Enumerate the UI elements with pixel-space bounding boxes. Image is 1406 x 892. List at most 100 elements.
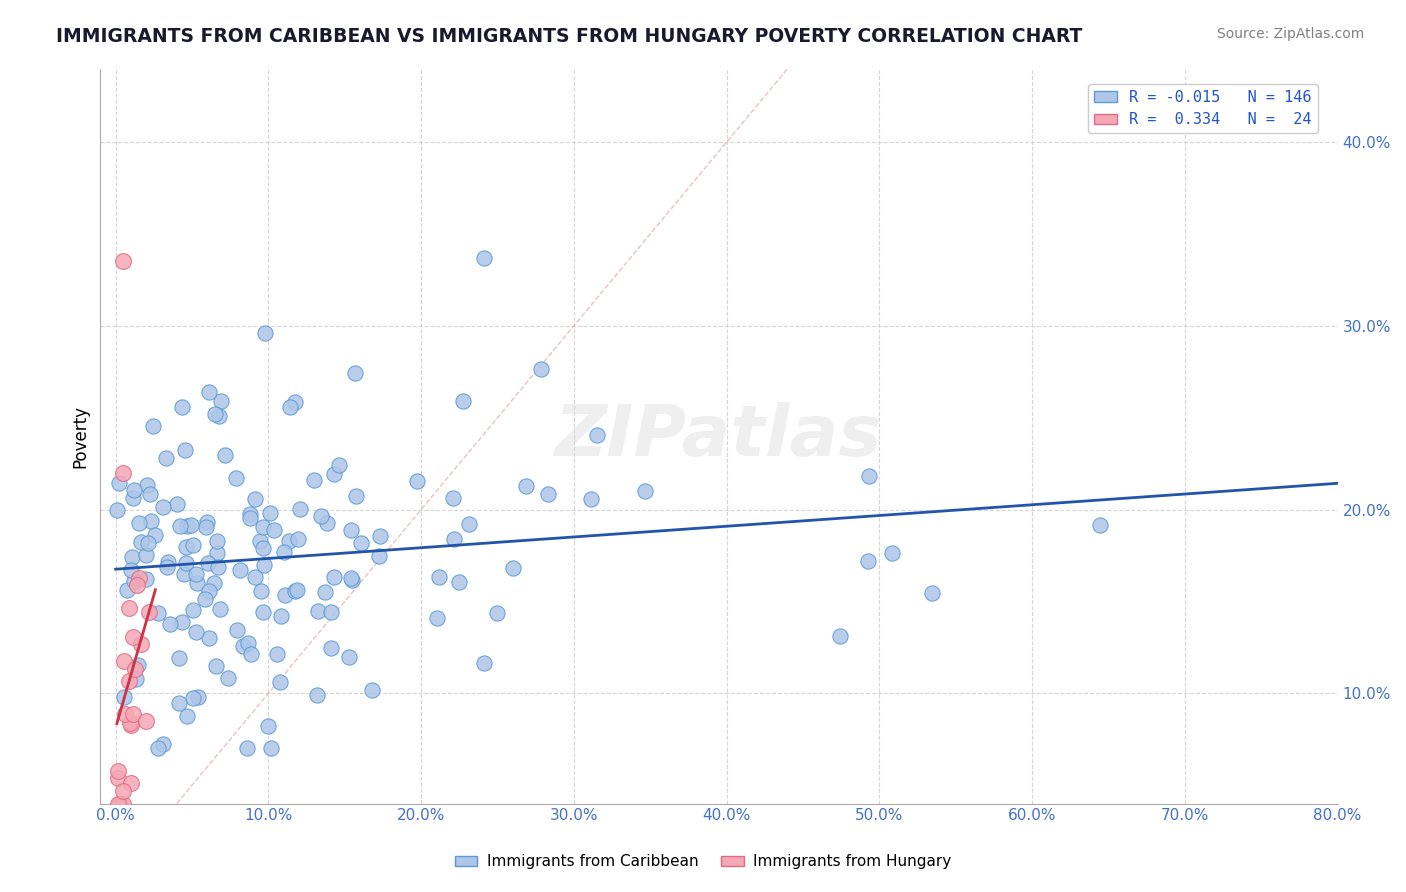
Point	[225, 623, 247, 637]
Point	[474, 656, 496, 670]
Point	[257, 719, 280, 733]
Point	[105, 503, 128, 517]
Point	[107, 797, 129, 811]
Point	[112, 466, 135, 480]
Point	[235, 741, 257, 756]
Point	[486, 606, 509, 620]
Point	[155, 450, 177, 465]
Point	[214, 448, 236, 462]
Point	[239, 511, 262, 525]
Point	[537, 487, 560, 501]
Point	[197, 384, 219, 399]
Point	[269, 675, 291, 690]
Legend: Immigrants from Caribbean, Immigrants from Hungary: Immigrants from Caribbean, Immigrants fr…	[449, 848, 957, 875]
Point	[142, 419, 165, 434]
Point	[337, 649, 360, 664]
Point	[198, 584, 221, 599]
Point	[120, 717, 142, 731]
Point	[112, 783, 135, 797]
Point	[443, 532, 465, 546]
Point	[181, 538, 204, 552]
Point	[166, 497, 188, 511]
Point	[112, 654, 135, 668]
Point	[921, 586, 943, 600]
Point	[205, 659, 228, 673]
Point	[169, 519, 191, 533]
Point	[260, 741, 283, 756]
Point	[858, 468, 880, 483]
Point	[259, 506, 281, 520]
Point	[449, 574, 471, 589]
Text: ZIPatlas: ZIPatlas	[555, 401, 883, 471]
Point	[172, 615, 194, 630]
Point	[115, 582, 138, 597]
Point	[284, 584, 307, 599]
Point	[122, 574, 145, 589]
Point	[579, 492, 602, 507]
Point	[174, 540, 197, 554]
Point	[339, 524, 361, 538]
Point	[118, 601, 141, 615]
Point	[472, 251, 495, 265]
Point	[122, 630, 145, 644]
Point	[148, 741, 170, 756]
Point	[120, 563, 142, 577]
Point	[406, 475, 429, 489]
Point	[451, 393, 474, 408]
Point	[311, 509, 333, 524]
Point	[146, 607, 169, 621]
Y-axis label: Poverty: Poverty	[72, 405, 89, 467]
Point	[243, 491, 266, 506]
Point	[135, 714, 157, 728]
Point	[121, 776, 143, 790]
Point	[322, 570, 344, 584]
Point	[350, 536, 373, 550]
Point	[139, 487, 162, 501]
Point	[208, 601, 231, 615]
Point	[186, 575, 208, 590]
Point	[207, 534, 229, 549]
Point	[121, 550, 143, 565]
Point	[181, 691, 204, 706]
Point	[285, 582, 308, 597]
Point	[502, 561, 524, 575]
Point	[122, 483, 145, 497]
Point	[186, 624, 208, 639]
Point	[278, 400, 301, 414]
Point	[117, 673, 139, 688]
Point	[328, 458, 350, 473]
Point	[209, 394, 232, 409]
Point	[128, 516, 150, 531]
Point	[195, 515, 218, 529]
Point	[828, 629, 851, 643]
Point	[174, 557, 197, 571]
Point	[207, 560, 229, 574]
Point	[122, 706, 145, 721]
Point	[308, 604, 330, 618]
Point	[143, 527, 166, 541]
Point	[197, 556, 219, 570]
Point	[114, 707, 136, 722]
Point	[194, 519, 217, 533]
Point	[229, 563, 252, 577]
Point	[368, 529, 391, 543]
Text: Source: ZipAtlas.com: Source: ZipAtlas.com	[1216, 27, 1364, 41]
Point	[176, 519, 198, 533]
Point	[250, 584, 273, 599]
Point	[135, 572, 157, 586]
Point	[515, 479, 537, 493]
Point	[208, 409, 231, 423]
Point	[118, 716, 141, 731]
Point	[249, 534, 271, 549]
Point	[197, 631, 219, 645]
Point	[305, 688, 328, 702]
Point	[107, 476, 129, 491]
Point	[277, 534, 299, 549]
Point	[239, 508, 262, 522]
Point	[858, 554, 880, 568]
Point	[530, 362, 553, 376]
Point	[263, 523, 285, 537]
Point	[167, 696, 190, 710]
Point	[252, 605, 274, 619]
Point	[169, 650, 191, 665]
